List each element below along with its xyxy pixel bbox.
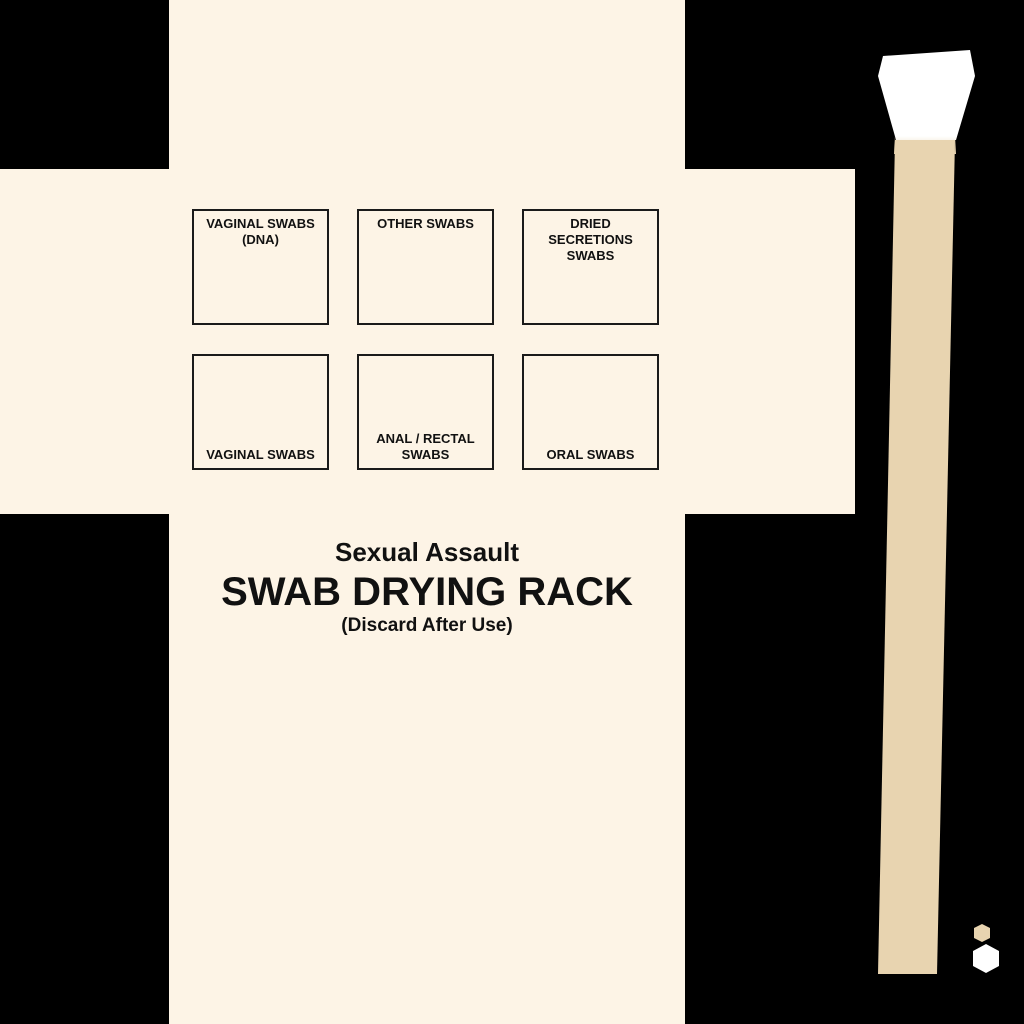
slot-label: VAGINAL SWABS [206, 447, 315, 462]
slot-dried-secretions-swabs[interactable]: DRIED SECRETIONS SWABS [522, 209, 659, 325]
slot-vaginal-swabs-dna[interactable]: VAGINAL SWABS (DNA) [192, 209, 329, 325]
subtitle-top: Sexual Assault [334, 537, 519, 567]
slot-label: VAGINAL SWABS (DNA) [206, 216, 315, 247]
slot-other-swabs[interactable]: OTHER SWABS [357, 209, 494, 325]
swab-stick [878, 140, 955, 974]
rack-panel-horizontal [0, 169, 855, 514]
page-title: SWAB DRYING RACK [221, 570, 633, 614]
slot-label: OTHER SWABS [377, 216, 474, 231]
swab-cotton-tip [878, 50, 975, 140]
slot-anal-rectal-swabs[interactable]: ANAL / RECTAL SWABS [357, 354, 494, 470]
slot-label: ANAL / RECTAL SWABS [376, 431, 475, 462]
hexagon-small [974, 924, 990, 942]
swab-tip-fade [894, 136, 956, 154]
slot-label: DRIED SECRETIONS SWABS [548, 216, 633, 263]
slot-oral-swabs[interactable]: ORAL SWABS [522, 354, 659, 470]
subtitle-bottom: (Discard After Use) [341, 615, 513, 636]
slot-vaginal-swabs[interactable]: VAGINAL SWABS [192, 354, 329, 470]
slot-label: ORAL SWABS [546, 447, 635, 462]
hexagon-icon [973, 924, 999, 973]
title-block: Sexual Assault SWAB DRYING RACK (Discard… [169, 535, 685, 637]
hexagon-large [973, 944, 999, 973]
cotton-swab-icon[interactable] [860, 40, 990, 980]
